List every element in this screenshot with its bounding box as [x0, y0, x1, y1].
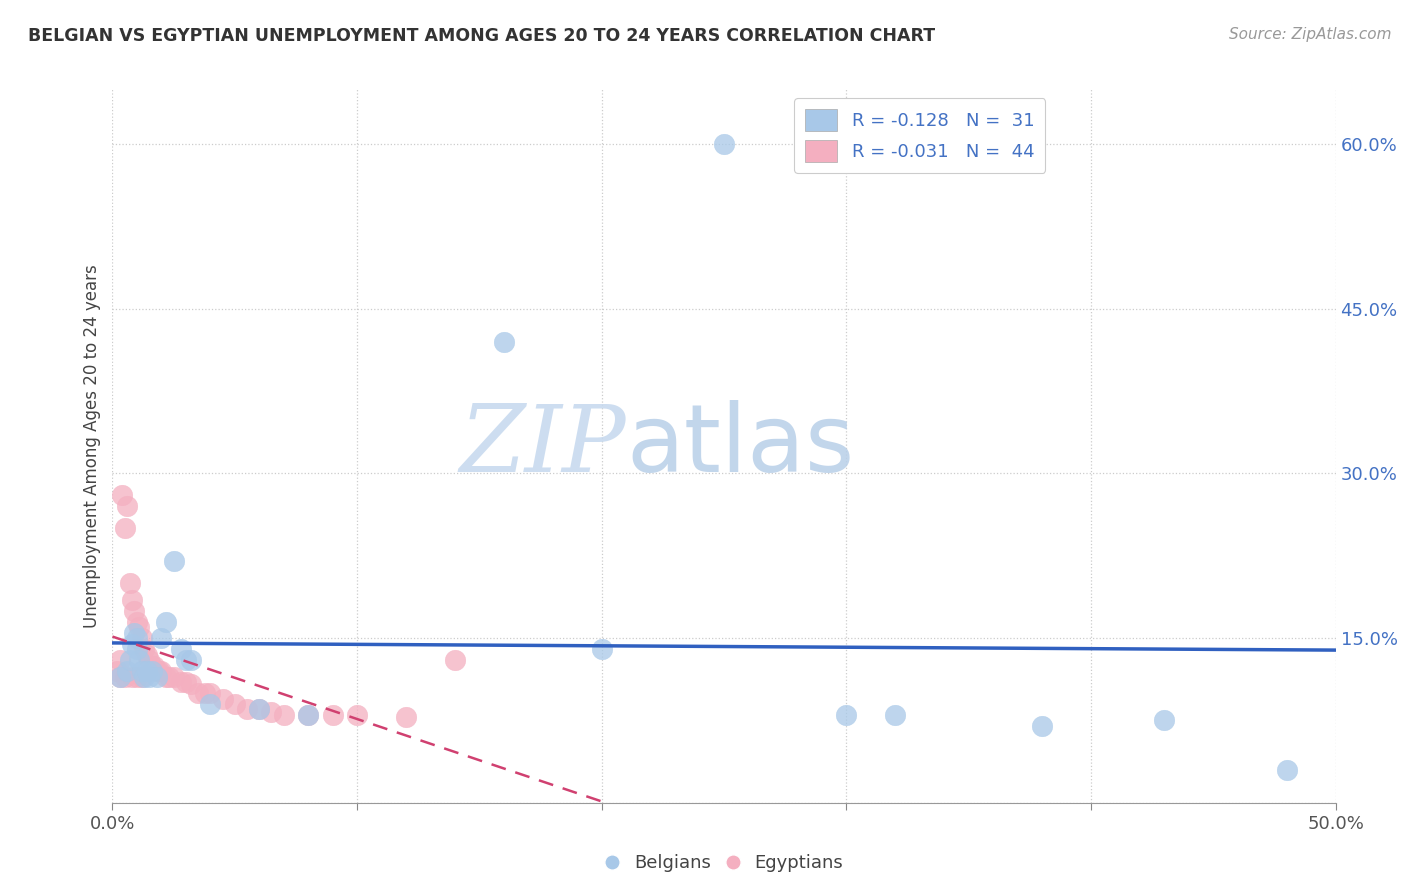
Point [180, 677, 202, 691]
Point [297, 708, 319, 723]
Point [121, 669, 143, 683]
Point [155, 615, 177, 629]
Point [121, 592, 143, 607]
Point [194, 686, 217, 700]
Point [200, 686, 222, 700]
Point [260, 705, 283, 719]
Point [713, 137, 735, 152]
Point [114, 521, 136, 535]
Point [108, 669, 131, 683]
Point [125, 642, 148, 657]
Text: BELGIAN VS EGYPTIAN UNEMPLOYMENT AMONG AGES 20 TO 24 YEARS CORRELATION CHART: BELGIAN VS EGYPTIAN UNEMPLOYMENT AMONG A… [28, 27, 935, 45]
Legend: Belgians, Egyptians: Belgians, Egyptians [598, 847, 851, 880]
Point [124, 625, 146, 640]
Point [111, 488, 134, 502]
Point [108, 653, 131, 667]
Point [128, 653, 150, 667]
Point [591, 642, 613, 657]
Point [187, 686, 209, 700]
Point [131, 631, 153, 645]
Point [148, 664, 170, 678]
Point [395, 710, 418, 724]
Point [150, 664, 173, 678]
Point [236, 702, 259, 716]
Point [297, 708, 319, 723]
Point [141, 658, 163, 673]
Point [124, 604, 146, 618]
Point [170, 642, 193, 657]
Point [143, 658, 166, 673]
Point [128, 620, 150, 634]
Point [125, 669, 148, 683]
Point [114, 669, 136, 683]
Text: atlas: atlas [626, 400, 855, 492]
Point [118, 576, 141, 591]
Point [1031, 719, 1053, 733]
Point [1153, 714, 1175, 728]
Point [1275, 763, 1298, 777]
Point [224, 697, 246, 711]
Point [134, 669, 156, 683]
Point [163, 669, 186, 683]
Point [125, 615, 148, 629]
Point [145, 664, 167, 678]
Point [105, 664, 128, 678]
Point [131, 669, 153, 683]
Point [884, 708, 907, 723]
Text: ZIP: ZIP [460, 401, 626, 491]
Point [170, 675, 193, 690]
Point [157, 669, 180, 683]
Point [134, 642, 156, 657]
Point [200, 697, 222, 711]
Point [163, 554, 186, 568]
Point [115, 500, 138, 514]
Point [150, 631, 173, 645]
Point [273, 708, 295, 723]
Point [118, 653, 141, 667]
Point [180, 653, 202, 667]
Point [145, 669, 167, 683]
Point [346, 708, 368, 723]
Point [247, 702, 270, 716]
Point [211, 691, 233, 706]
Point [492, 334, 515, 349]
Point [247, 702, 270, 716]
Point [135, 664, 157, 678]
Point [155, 669, 177, 683]
Point [135, 648, 157, 662]
Point [835, 708, 858, 723]
Point [138, 653, 160, 667]
Point [174, 653, 197, 667]
Point [108, 669, 131, 683]
Point [138, 669, 160, 683]
Point [322, 708, 344, 723]
Point [444, 653, 467, 667]
Point [115, 664, 138, 678]
Y-axis label: Unemployment Among Ages 20 to 24 years: Unemployment Among Ages 20 to 24 years [83, 264, 101, 628]
Point [125, 631, 148, 645]
Point [141, 664, 163, 678]
Point [121, 637, 143, 651]
Point [174, 675, 197, 690]
Point [131, 664, 153, 678]
Text: Source: ZipAtlas.com: Source: ZipAtlas.com [1229, 27, 1392, 42]
